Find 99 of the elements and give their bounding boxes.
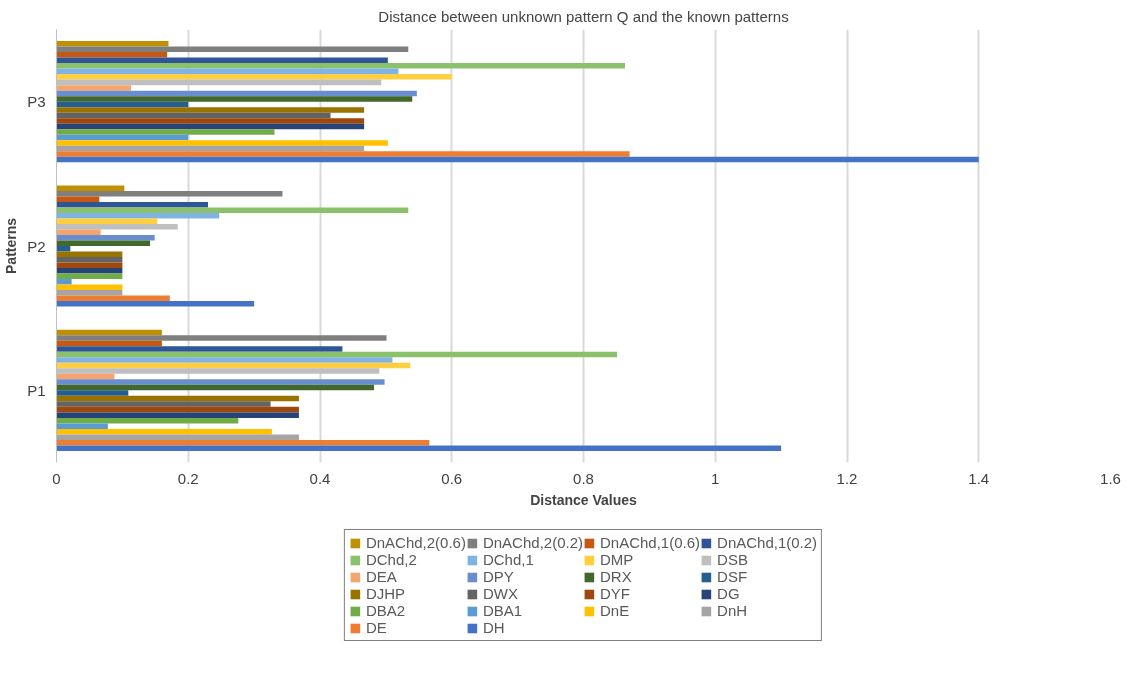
bar <box>56 406 299 413</box>
bar <box>56 129 275 135</box>
bar <box>56 346 343 352</box>
bar <box>56 190 283 197</box>
bar <box>56 229 101 235</box>
bar <box>56 384 375 391</box>
bar <box>56 395 299 402</box>
x-tick-label: 1.4 <box>968 469 990 487</box>
bar <box>56 46 409 53</box>
bar <box>56 140 388 146</box>
legend-label: DnAChd,2(0.2) <box>482 534 583 551</box>
bar <box>56 295 170 302</box>
bar <box>56 284 123 291</box>
bar <box>56 118 365 124</box>
bar <box>56 212 220 219</box>
bar <box>56 85 131 91</box>
y-axis-title: Patterns <box>3 217 20 275</box>
bar <box>56 74 452 80</box>
bar <box>56 151 630 157</box>
bar <box>56 234 155 241</box>
x-tick-label: 1.6 <box>1100 469 1121 487</box>
x-tick-label: 0.8 <box>573 469 594 487</box>
bar <box>56 301 255 307</box>
bar <box>56 445 782 451</box>
legend-label: DChd,1 <box>482 551 534 568</box>
bar <box>56 362 411 369</box>
bar <box>56 423 108 429</box>
bar <box>56 257 123 263</box>
bar <box>56 290 123 296</box>
legend-label: DG <box>717 585 740 602</box>
x-tick-label: 0.2 <box>177 469 199 487</box>
bar <box>56 262 123 269</box>
bar <box>56 41 169 47</box>
bar <box>56 268 123 274</box>
legend-label: DPY <box>482 568 514 585</box>
x-tick-label: 1.2 <box>836 469 858 487</box>
bar <box>56 52 168 58</box>
bar <box>56 112 331 119</box>
bar <box>56 123 365 130</box>
legend-label: DBA1 <box>482 602 523 619</box>
bar <box>56 156 979 163</box>
bar <box>56 434 299 440</box>
x-tick-label: 0.6 <box>441 469 463 487</box>
bar <box>56 335 387 341</box>
bar <box>56 145 365 152</box>
x-axis-title: Distance Values <box>530 491 638 508</box>
y-tick-label: P3 <box>27 93 46 111</box>
bar <box>56 201 209 208</box>
y-tick-label: P2 <box>27 237 46 255</box>
x-tick-label: 1 <box>711 469 720 487</box>
legend-label: DRX <box>600 568 632 585</box>
bar <box>56 340 162 347</box>
bar <box>56 428 272 435</box>
legend-label: DnAChd,1(0.6) <box>600 534 701 551</box>
bar <box>56 96 413 102</box>
bar <box>56 240 151 246</box>
bar <box>56 207 409 213</box>
bar <box>56 57 388 64</box>
bar <box>56 246 71 252</box>
legend-label: DYF <box>600 585 630 602</box>
legend-label: DSF <box>717 568 748 585</box>
bar <box>56 185 125 191</box>
legend-label: DnE <box>600 602 630 619</box>
bar <box>56 379 385 385</box>
bar <box>56 351 618 358</box>
y-tick-label: P1 <box>27 381 46 399</box>
bar <box>56 279 72 285</box>
bar <box>56 401 271 407</box>
bar <box>56 107 365 113</box>
bar <box>56 390 129 396</box>
bar <box>56 273 123 280</box>
bar <box>56 251 123 258</box>
bar <box>56 412 299 418</box>
x-tick-label: 0.4 <box>309 469 331 487</box>
bar <box>56 329 162 336</box>
bar <box>56 357 393 363</box>
legend-label: DEA <box>365 568 397 585</box>
legend-label: DWX <box>482 585 518 602</box>
bar <box>56 90 417 97</box>
bar <box>56 101 189 108</box>
bar <box>56 68 399 75</box>
legend-label: DSB <box>717 551 748 568</box>
legend-label: DMP <box>600 551 634 568</box>
bar <box>56 134 189 141</box>
legend-label: DnAChd,1(0.2) <box>717 534 818 551</box>
legend-label: DH <box>482 619 505 636</box>
bar <box>56 439 430 446</box>
legend-label: DnH <box>717 602 748 619</box>
bar <box>56 196 100 202</box>
legend-label: DChd,2 <box>365 551 417 568</box>
legend-label: DnAChd,2(0.6) <box>365 534 466 551</box>
bar <box>56 63 625 69</box>
bar <box>56 417 239 424</box>
chart-title: Distance between unknown pattern Q and the known patterns <box>378 7 789 25</box>
legend-label: DBA2 <box>365 602 406 619</box>
bar <box>56 218 158 224</box>
legend-label: DE <box>365 619 387 636</box>
x-tick-label: 0 <box>52 469 61 487</box>
legend-label: DJHP <box>365 585 406 602</box>
